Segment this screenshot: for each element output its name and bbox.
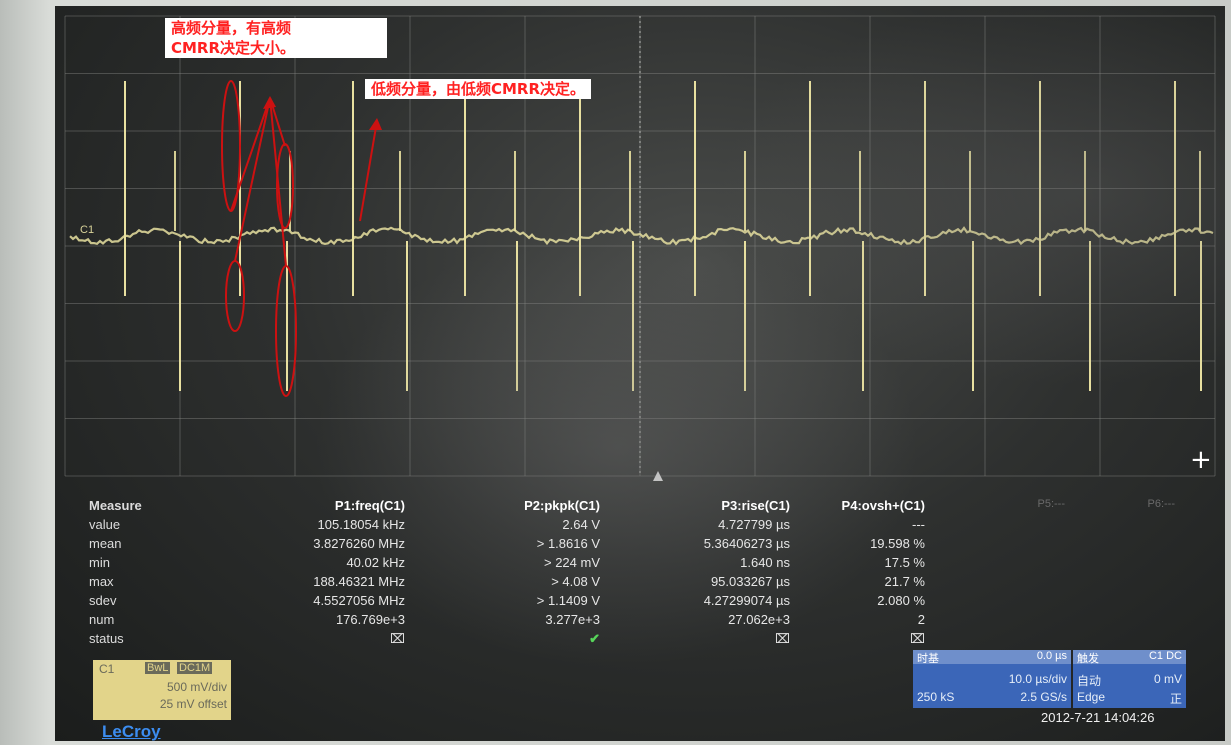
timestamp: 2012-7-21 14:04:26 xyxy=(1041,710,1154,725)
table-cell: 4.5527056 MHz xyxy=(285,593,405,608)
status-fail-icon: ⌧ xyxy=(285,631,405,647)
sample-rate: 2.5 GS/s xyxy=(1020,690,1067,704)
timebase-header: 时基 0.0 µs xyxy=(913,650,1071,664)
channel-name: C1 xyxy=(99,662,114,676)
table-cell: 21.7 % xyxy=(785,574,925,589)
trigger-mode: 自动 xyxy=(1077,672,1101,689)
table-cell: 4.27299074 µs xyxy=(645,593,790,608)
coupling-badge: DC1M xyxy=(177,662,212,674)
annotation-arrow xyxy=(360,121,377,221)
time-per-div: 10.0 µs/div xyxy=(1009,672,1067,686)
table-cell: 40.02 kHz xyxy=(285,555,405,570)
measure-title[interactable]: Measure xyxy=(89,498,142,513)
annotation-line-1: 高频分量，有高频 xyxy=(171,18,381,38)
table-cell: 3.8276260 MHz xyxy=(285,536,405,551)
table-cell: --- xyxy=(785,517,925,532)
timebase-title: 时基 xyxy=(917,650,939,666)
waveform-grid: + xyxy=(55,6,1225,741)
table-cell: 2.080 % xyxy=(785,593,925,608)
lecroy-logo: LeCroy xyxy=(102,722,161,741)
trigger-source: C1 DC xyxy=(1149,650,1182,662)
column-header-p5[interactable]: P5:--- xyxy=(995,498,1065,510)
table-cell: 3.277e+3 xyxy=(475,612,600,627)
arrowhead-icon xyxy=(369,118,382,130)
channel-offset: 25 mV offset xyxy=(160,697,227,711)
table-cell: 2.64 V xyxy=(475,517,600,532)
table-cell: 19.598 % xyxy=(785,536,925,551)
trigger-level: 0 mV xyxy=(1154,672,1182,686)
table-cell: 188.46321 MHz xyxy=(285,574,405,589)
row-label: value xyxy=(89,517,120,532)
table-cell: > 1.8616 V xyxy=(475,536,600,551)
row-label: max xyxy=(89,574,114,589)
column-header-p4[interactable]: P4:ovsh+(C1) xyxy=(785,498,925,513)
status-fail-icon: ⌧ xyxy=(785,631,925,647)
cursor-plus-icon: + xyxy=(1190,445,1212,475)
trigger-slope: 正 xyxy=(1170,690,1182,707)
row-label: sdev xyxy=(89,593,116,608)
low-frequency-annotation: 低频分量，由低频CMRR决定。 xyxy=(365,79,591,99)
table-cell: 4.727799 µs xyxy=(645,517,790,532)
table-cell: 176.769e+3 xyxy=(285,612,405,627)
table-cell: 27.062e+3 xyxy=(645,612,790,627)
trigger-descriptor-box[interactable]: 触发 C1 DC 自动 0 mV Edge 正 xyxy=(1073,650,1186,708)
annotation-arrow xyxy=(231,98,270,211)
c1-waveform-trace xyxy=(70,81,1213,391)
table-cell: 17.5 % xyxy=(785,555,925,570)
high-frequency-annotation: 高频分量，有高频 CMRR决定大小。 xyxy=(165,18,387,58)
oscilloscope-screen: + C1 高频分量，有高频 CMRR决定大小。 低频分量，由低频CMRR决定。 … xyxy=(55,6,1225,741)
annotation-line-2: CMRR决定大小。 xyxy=(171,38,381,58)
status-fail-icon: ⌧ xyxy=(645,631,790,647)
table-cell: 1.640 ns xyxy=(645,555,790,570)
column-header-p3[interactable]: P3:rise(C1) xyxy=(645,498,790,513)
trigger-title: 触发 xyxy=(1077,650,1099,666)
table-cell: > 224 mV xyxy=(475,555,600,570)
status-ok-icon: ✔ xyxy=(475,631,600,647)
trigger-type: Edge xyxy=(1077,690,1105,704)
row-label: mean xyxy=(89,536,122,551)
timebase-descriptor-box[interactable]: 时基 0.0 µs 10.0 µs/div 250 kS 2.5 GS/s xyxy=(913,650,1071,708)
timebase-delay: 0.0 µs xyxy=(1037,650,1067,662)
column-header-p1[interactable]: P1:freq(C1) xyxy=(285,498,405,513)
column-header-p6[interactable]: P6:--- xyxy=(1125,498,1175,510)
channel-descriptor-box[interactable]: C1 BwL DC1M 500 mV/div 25 mV offset xyxy=(93,660,231,720)
table-cell: 105.18054 kHz xyxy=(285,517,405,532)
sample-count: 250 kS xyxy=(917,690,954,704)
annotation-circle xyxy=(226,261,244,331)
table-cell: 95.033267 µs xyxy=(645,574,790,589)
table-cell: > 4.08 V xyxy=(475,574,600,589)
channel-trace-label: C1 xyxy=(80,224,94,236)
table-cell: 2 xyxy=(785,612,925,627)
volts-per-div: 500 mV/div xyxy=(167,680,227,694)
row-label: status xyxy=(89,631,124,646)
table-cell: > 1.1409 V xyxy=(475,593,600,608)
bandwidth-limit-badge: BwL xyxy=(145,662,170,674)
column-header-p2[interactable]: P2:pkpk(C1) xyxy=(475,498,600,513)
row-label: min xyxy=(89,555,110,570)
trigger-header: 触发 C1 DC xyxy=(1073,650,1186,664)
arrowhead-icon xyxy=(263,96,276,109)
row-label: num xyxy=(89,612,114,627)
table-cell: 5.36406273 µs xyxy=(645,536,790,551)
